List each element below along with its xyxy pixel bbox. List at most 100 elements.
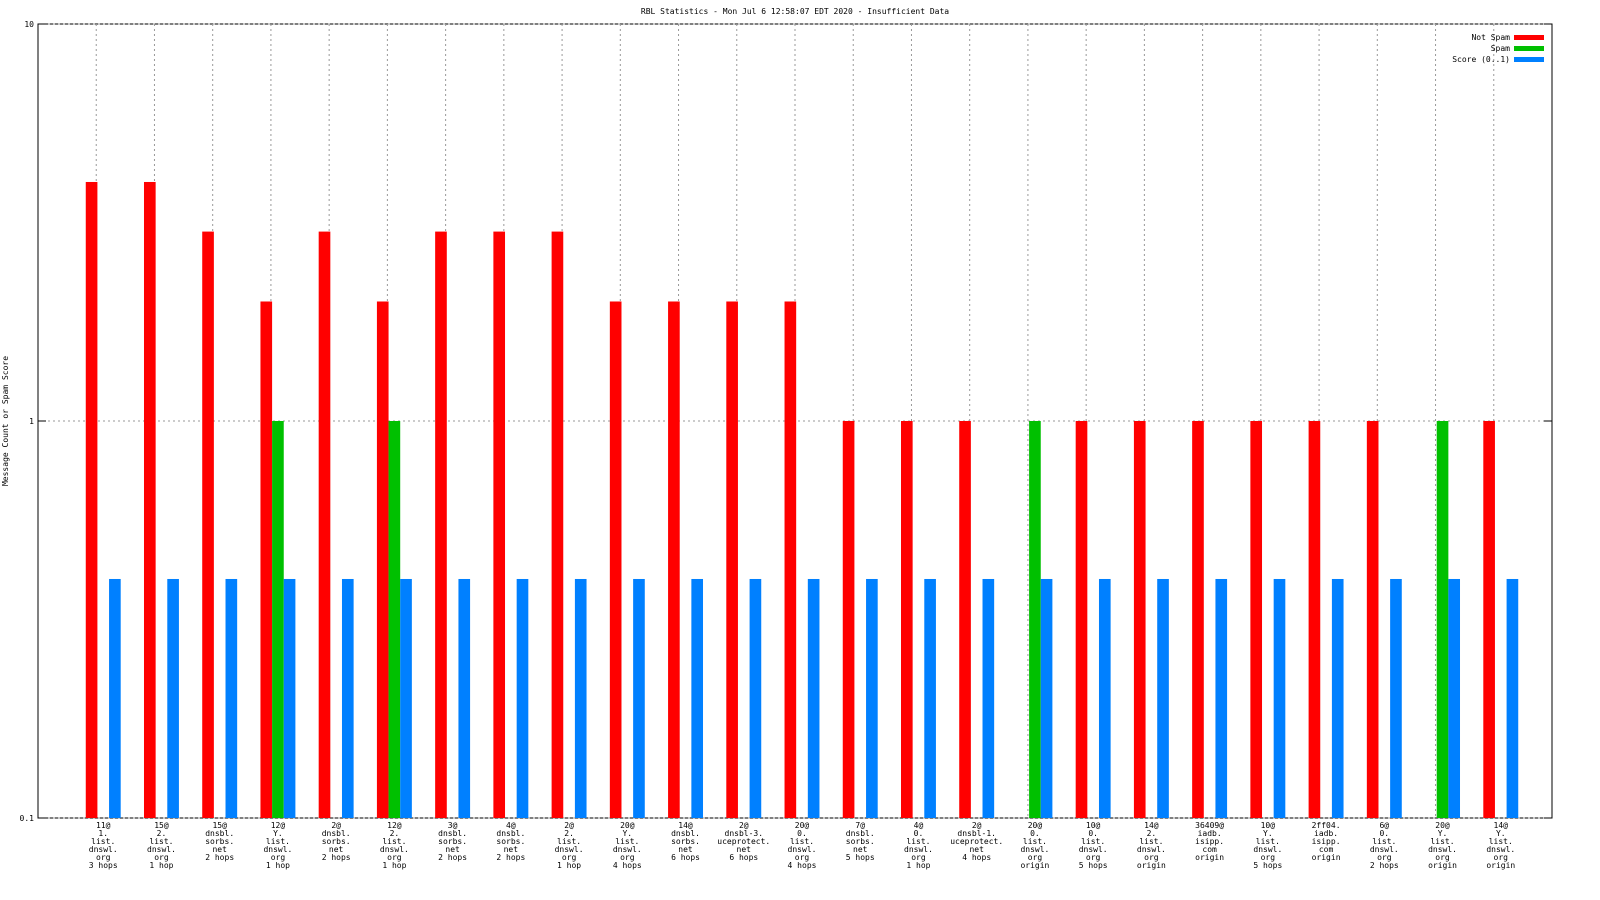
- x-tick-line: 0.: [1030, 829, 1040, 838]
- bar: [1215, 578, 1228, 818]
- x-tick-line: net: [212, 845, 227, 854]
- x-tick-label: 15@ dnsbl. sorbs. net 2 hops: [205, 821, 234, 862]
- x-tick-line: list.: [1430, 837, 1454, 846]
- x-tick-line: dnswl.: [613, 845, 642, 854]
- bar: [260, 301, 273, 818]
- x-tick-line: dnsbl.: [496, 829, 525, 838]
- x-tick-label: 14@ Y. list. dnswl. org origin: [1486, 821, 1515, 870]
- x-tick-label: 10@ Y. list. dnswl. org 5 hops: [1253, 821, 1282, 870]
- x-tick-line: dnswl.: [1253, 845, 1282, 854]
- bar: [283, 578, 296, 818]
- legend-swatch: [1514, 57, 1544, 62]
- x-tick-line: 10@: [1261, 821, 1276, 830]
- x-tick-line: org: [1494, 853, 1509, 862]
- x-tick-line: org: [911, 853, 926, 862]
- x-tick-line: dnsbl.: [205, 829, 234, 838]
- x-tick-line: list.: [149, 837, 173, 846]
- x-tick-line: 4@: [914, 821, 924, 830]
- x-tick-line: 20@: [1028, 821, 1043, 830]
- x-tick-line: dnswl.: [1486, 845, 1515, 854]
- bar: [1029, 421, 1041, 818]
- x-tick-label: 20@ 0. list. dnswl. org origin: [1020, 821, 1049, 870]
- bar: [1075, 421, 1088, 818]
- x-tick-line: org: [387, 853, 402, 862]
- bar: [493, 231, 506, 818]
- x-tick-line: 15@: [154, 821, 169, 830]
- x-tick-line: sorbs.: [205, 837, 234, 846]
- x-tick-line: 10@: [1086, 821, 1101, 830]
- bar: [202, 231, 214, 818]
- x-tick-line: org: [620, 853, 635, 862]
- x-tick-line: origin: [1195, 853, 1224, 862]
- x-tick-line: 20@: [620, 821, 635, 830]
- chart-title: RBL Statistics - Mon Jul 6 12:58:07 EDT …: [641, 7, 949, 16]
- x-tick-label: 3@ dnsbl. sorbs. net 2 hops: [438, 821, 467, 862]
- x-tick-line: net: [969, 845, 984, 854]
- x-tick-line: net: [329, 845, 344, 854]
- bar: [784, 301, 797, 818]
- x-tick-line: org: [96, 853, 111, 862]
- x-tick-line: net: [678, 845, 693, 854]
- x-tick-line: iadb.: [1314, 829, 1338, 838]
- x-tick-line: 2.: [390, 829, 400, 838]
- x-tick-line: org: [795, 853, 810, 862]
- x-tick-line: 0.: [914, 829, 924, 838]
- x-tick-line: list.: [615, 837, 639, 846]
- x-tick-line: list.: [1256, 837, 1280, 846]
- x-tick-line: org: [1086, 853, 1101, 862]
- x-tick-label: 12@ 2. list. dnswl. org 1 hop: [380, 821, 409, 870]
- x-tick-line: isipp.: [1312, 837, 1341, 846]
- x-tick-label: 20@ Y. list. dnswl. org 4 hops: [613, 821, 642, 870]
- bar: [516, 578, 529, 818]
- x-tick-line: 4 hops: [613, 861, 642, 870]
- x-tick-line: dnsbl-3.: [725, 829, 764, 838]
- x-tick-line: list.: [790, 837, 814, 846]
- x-tick-line: net: [445, 845, 460, 854]
- x-tick-line: 0.: [1088, 829, 1098, 838]
- x-tick-line: Y.: [1496, 829, 1506, 838]
- x-tick-line: dnsbl-1.: [957, 829, 996, 838]
- x-tick-line: 1 hop: [906, 861, 930, 870]
- bar: [633, 578, 645, 818]
- bar: [400, 578, 412, 818]
- bar: [1192, 421, 1204, 818]
- bar: [726, 301, 738, 818]
- x-tick-line: org: [1377, 853, 1392, 862]
- x-tick-line: dnsbl.: [671, 829, 700, 838]
- x-tick-line: org: [1435, 853, 1450, 862]
- x-tick-line: com: [1202, 845, 1217, 854]
- bar: [866, 578, 878, 818]
- bar: [388, 421, 401, 818]
- bar: [807, 578, 820, 818]
- x-tick-line: org: [1261, 853, 1276, 862]
- bar: [1436, 421, 1449, 818]
- x-tick-line: sorbs.: [846, 837, 875, 846]
- x-tick-line: org: [1144, 853, 1159, 862]
- bar: [272, 421, 284, 818]
- x-tick-line: 6@: [1379, 821, 1389, 830]
- x-tick-line: 6 hops: [729, 853, 758, 862]
- bar: [842, 421, 855, 818]
- x-tick-line: org: [271, 853, 286, 862]
- x-tick-line: sorbs.: [496, 837, 525, 846]
- x-tick-line: 2ff04.: [1312, 821, 1341, 830]
- x-tick-label: 36409@ iadb. isipp. com origin: [1195, 821, 1224, 862]
- x-tick-line: dnswl.: [147, 845, 176, 854]
- x-tick-label: 15@ 2. list. dnswl. org 1 hop: [147, 821, 176, 870]
- bar: [1133, 421, 1146, 818]
- x-tick-line: 4 hops: [962, 853, 991, 862]
- x-tick-line: Y.: [1263, 829, 1273, 838]
- x-tick-line: list.: [1081, 837, 1105, 846]
- x-tick-line: 20@: [1435, 821, 1450, 830]
- x-tick-line: origin: [1486, 861, 1515, 870]
- x-tick-line: org: [562, 853, 577, 862]
- x-tick-line: 4 hops: [788, 861, 817, 870]
- bar: [959, 421, 971, 818]
- x-tick-line: dnswl.: [89, 845, 118, 854]
- x-tick-line: list.: [1372, 837, 1396, 846]
- bar: [1331, 578, 1344, 818]
- x-tick-label: 2@ dnsbl-1. uceprotect. net 4 hops: [950, 821, 1003, 862]
- x-tick-line: dnswl.: [1370, 845, 1399, 854]
- bar: [1308, 421, 1321, 818]
- x-tick-label: 7@ dnsbl. sorbs. net 5 hops: [846, 821, 875, 862]
